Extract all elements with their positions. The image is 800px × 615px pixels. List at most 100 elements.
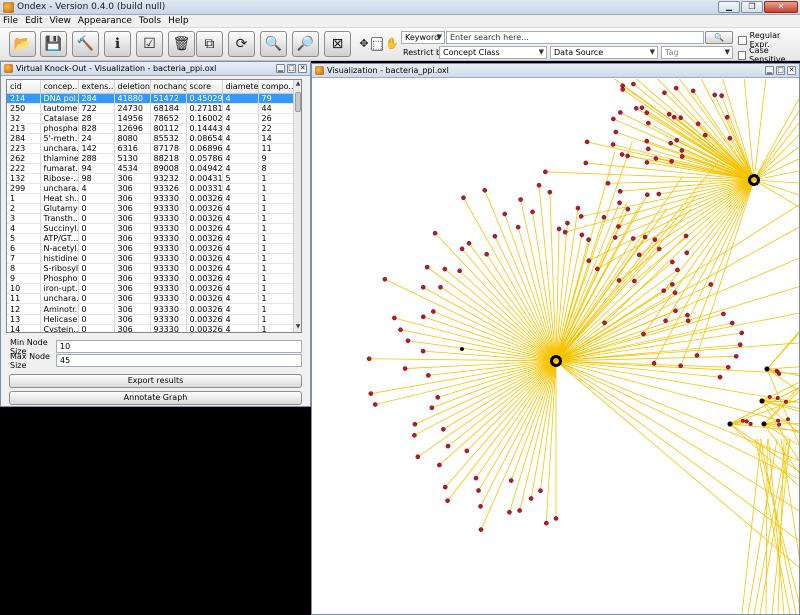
graph-node[interactable]: [721, 311, 726, 317]
graph-node[interactable]: [605, 180, 611, 186]
graph-node[interactable]: [675, 267, 680, 273]
open-button[interactable]: 📂: [9, 31, 36, 57]
graph-node[interactable]: [616, 224, 621, 229]
graph-node[interactable]: [398, 327, 403, 333]
tools-button[interactable]: 🔨: [72, 31, 99, 57]
graph-node[interactable]: [668, 140, 673, 146]
graph-node[interactable]: [673, 85, 679, 91]
graph-node[interactable]: [538, 488, 543, 493]
graph-node[interactable]: [661, 288, 666, 293]
graph-node[interactable]: [553, 516, 559, 521]
graph-node[interactable]: [674, 137, 679, 143]
column-header[interactable]: deletion: [114, 80, 151, 94]
graph-node[interactable]: [442, 266, 448, 272]
graph-node[interactable]: [767, 394, 772, 399]
graph-node[interactable]: [670, 259, 675, 265]
viz-close-button[interactable]: ✕: [787, 66, 796, 75]
fit-button[interactable]: ⊠: [324, 31, 351, 57]
graph-node[interactable]: [669, 159, 674, 164]
graph-node[interactable]: [466, 241, 472, 246]
search-input[interactable]: Enter search here...: [446, 31, 704, 44]
graph-node[interactable]: [442, 484, 448, 490]
graph-node[interactable]: [729, 320, 735, 326]
graph-node[interactable]: [420, 314, 426, 320]
graph-node[interactable]: [702, 132, 708, 138]
column-header[interactable]: nochange: [150, 80, 187, 94]
graph-node[interactable]: [464, 448, 470, 454]
graph-node[interactable]: [708, 282, 714, 287]
export-results-button[interactable]: Export results: [9, 374, 302, 388]
graph-node[interactable]: [461, 195, 466, 201]
graph-node[interactable]: [476, 488, 481, 493]
graph-node[interactable]: [426, 373, 431, 378]
column-header[interactable]: extens...: [78, 80, 115, 94]
graph-node[interactable]: [678, 115, 683, 121]
graph-node[interactable]: [619, 152, 625, 157]
viz-maximize-button[interactable]: □: [776, 66, 785, 75]
graph-node[interactable]: [368, 391, 374, 396]
graph-node[interactable]: [473, 475, 479, 481]
graph-node[interactable]: [432, 230, 438, 236]
graph-node[interactable]: [611, 116, 616, 122]
checkbox-box[interactable]: [738, 35, 747, 45]
tag-select[interactable]: Tag ▼: [661, 46, 733, 59]
graph-node[interactable]: [438, 284, 443, 290]
graph-node[interactable]: [618, 110, 623, 115]
column-header[interactable]: diameter: [222, 80, 259, 94]
graph-node[interactable]: [547, 189, 553, 195]
graph-node[interactable]: [642, 234, 648, 240]
graph-node[interactable]: [382, 276, 388, 282]
graph-node[interactable]: [586, 258, 592, 264]
graph-node[interactable]: [683, 233, 689, 239]
graph-node[interactable]: [695, 121, 701, 127]
hand-tool-icon[interactable]: ✋: [385, 37, 399, 50]
graph-node[interactable]: [694, 353, 700, 358]
graph-node[interactable]: [530, 209, 535, 215]
table-scrollbar[interactable]: ▲ ▼: [293, 80, 301, 332]
graph-node[interactable]: [748, 421, 753, 426]
graph-node[interactable]: [666, 111, 672, 117]
graph-node[interactable]: [492, 233, 498, 239]
graph-node[interactable]: [632, 278, 637, 284]
hub-node[interactable]: [747, 174, 761, 186]
graph-node[interactable]: [420, 348, 426, 354]
annotate-graph-button[interactable]: Annotate Graph: [9, 391, 302, 405]
move-tool-icon[interactable]: ✥: [359, 37, 369, 50]
graph-node[interactable]: [717, 374, 723, 380]
hub-node[interactable]: [549, 355, 563, 367]
graph-node[interactable]: [644, 110, 650, 116]
graph-node[interactable]: [515, 224, 521, 230]
graph-node[interactable]: [412, 421, 418, 427]
graph-node[interactable]: [431, 309, 436, 314]
graph-node[interactable]: [685, 318, 691, 324]
graph-node[interactable]: [656, 191, 662, 197]
graph-node[interactable]: [445, 443, 451, 449]
graph-node[interactable]: [663, 318, 668, 324]
graph-node[interactable]: [578, 214, 584, 219]
trash-button[interactable]: 🗑: [168, 31, 195, 57]
graph-node[interactable]: [595, 266, 600, 272]
panel-maximize-button[interactable]: □: [287, 64, 296, 73]
menu-file[interactable]: File: [3, 16, 19, 26]
graph-node[interactable]: [583, 160, 589, 166]
min-node-size-input[interactable]: 10: [56, 340, 302, 353]
scroll-down-icon[interactable]: ▼: [295, 323, 301, 330]
hub-node[interactable]: [759, 398, 765, 404]
graph-node[interactable]: [645, 192, 650, 198]
network-graph[interactable]: [312, 79, 799, 614]
graph-node[interactable]: [777, 422, 782, 427]
graph-node[interactable]: [502, 211, 508, 217]
graph-node[interactable]: [420, 284, 426, 290]
graph-node[interactable]: [719, 93, 724, 98]
graph-node[interactable]: [602, 320, 607, 326]
graph-node[interactable]: [579, 232, 585, 238]
graph-node[interactable]: [441, 426, 446, 432]
graph-node[interactable]: [613, 129, 619, 135]
